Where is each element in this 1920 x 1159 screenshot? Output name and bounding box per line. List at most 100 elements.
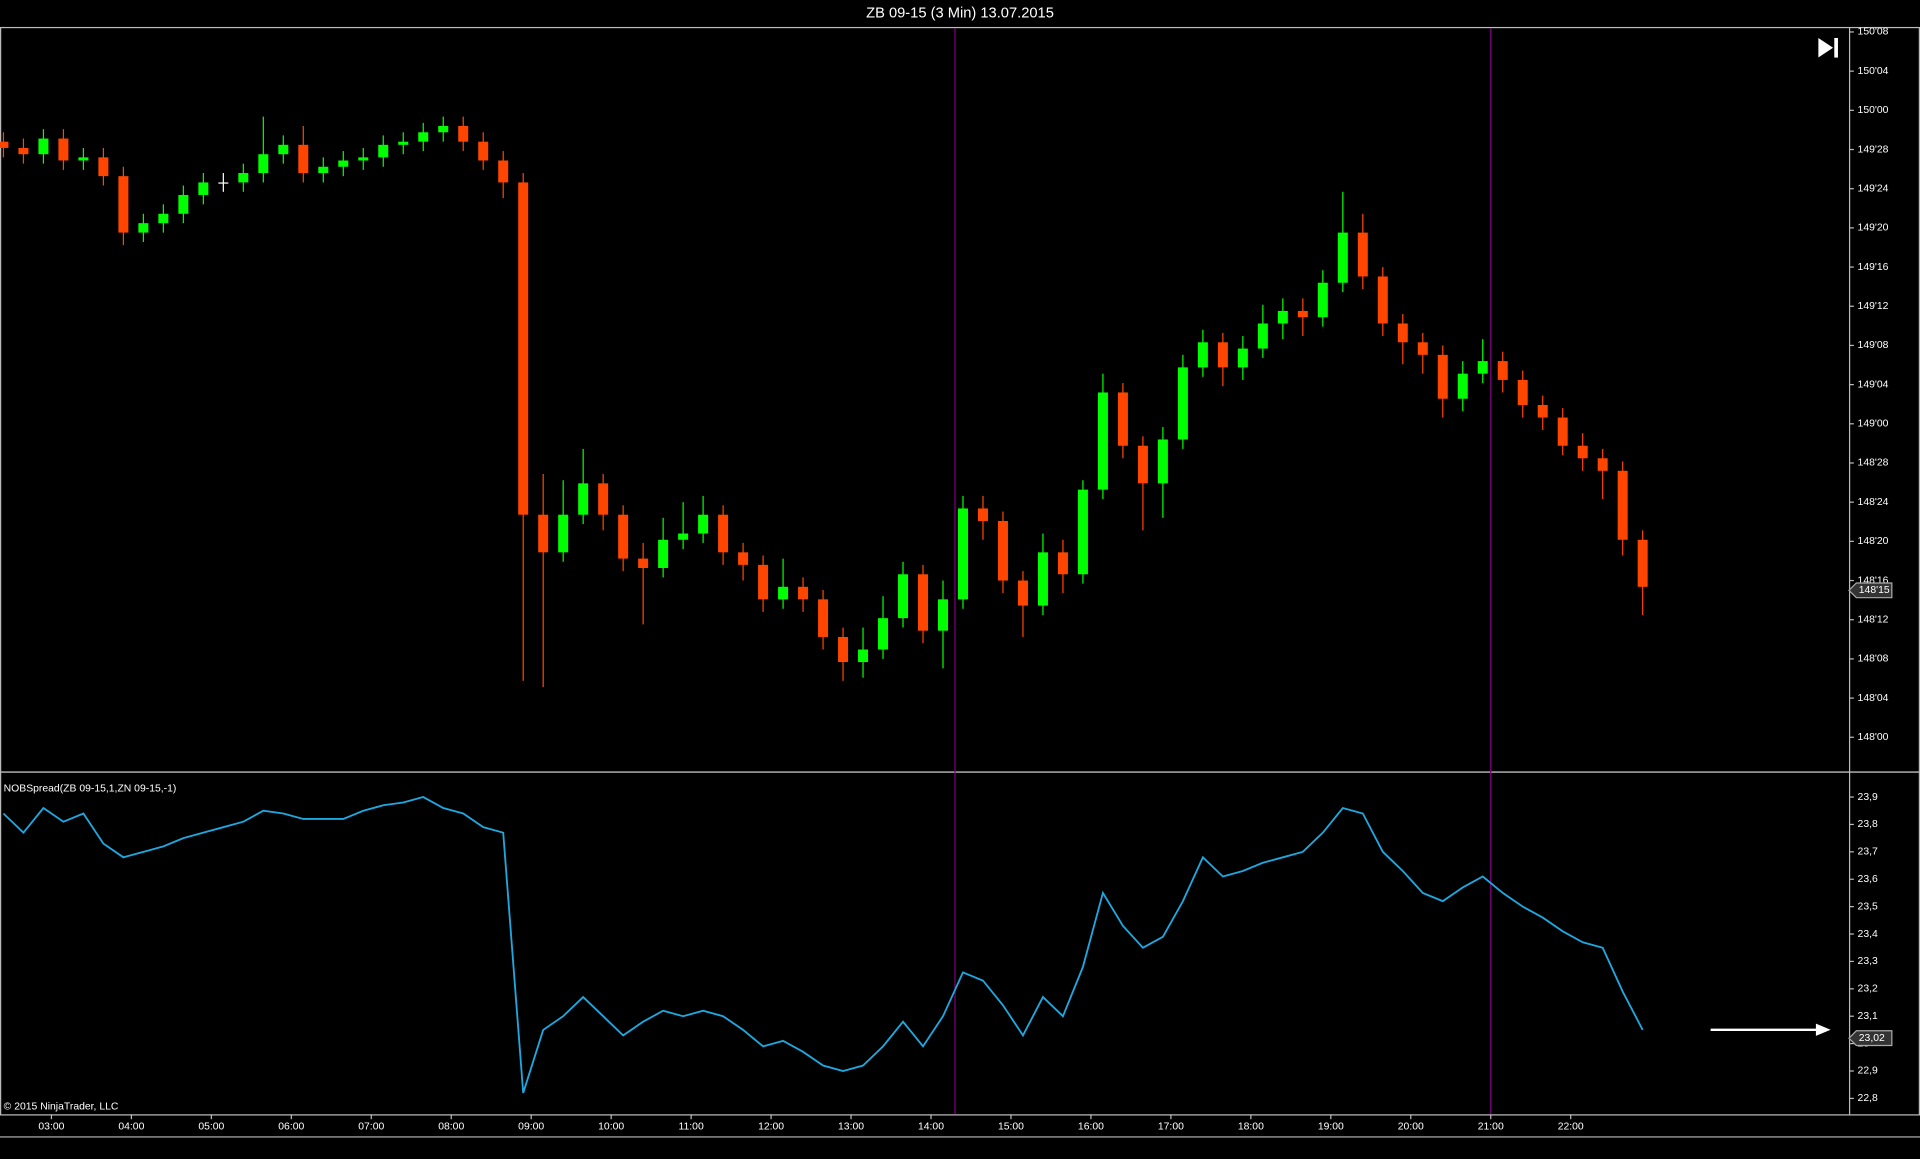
candle-body bbox=[498, 160, 509, 183]
candle-body bbox=[1497, 361, 1508, 380]
candle-body bbox=[1337, 232, 1348, 283]
y-tick-label: 148'08 bbox=[1858, 654, 1889, 665]
candle-body bbox=[218, 182, 229, 184]
x-tick-label: 08:00 bbox=[438, 1121, 464, 1132]
y-tick-label: 148'28 bbox=[1858, 458, 1889, 469]
y-tick-label: 23,9 bbox=[1858, 792, 1878, 803]
indicator-panel bbox=[0, 771, 1920, 1116]
last-value-marker: 148'15 bbox=[1848, 582, 1893, 599]
candle-body bbox=[1517, 379, 1528, 405]
candle-body bbox=[1617, 470, 1628, 540]
candle-body bbox=[1117, 392, 1128, 446]
play-icon-bar[interactable] bbox=[1834, 37, 1838, 58]
candle-body bbox=[1137, 445, 1148, 484]
x-tick-label: 10:00 bbox=[598, 1121, 624, 1132]
x-tick-label: 21:00 bbox=[1478, 1121, 1504, 1132]
candle-body bbox=[1157, 439, 1168, 484]
candle-body bbox=[1177, 367, 1188, 440]
play-icon[interactable] bbox=[1818, 37, 1834, 58]
candle-body bbox=[997, 520, 1008, 581]
candle-body bbox=[478, 141, 489, 161]
last-value-box bbox=[1848, 1030, 1893, 1047]
candle-body bbox=[458, 126, 469, 142]
candle-body bbox=[1437, 354, 1448, 399]
candle-body bbox=[1257, 323, 1268, 349]
y-tick-label: 23,2 bbox=[1858, 984, 1878, 995]
candle-body bbox=[198, 182, 209, 195]
scroll-to-end-button[interactable] bbox=[1818, 37, 1838, 58]
candle-body bbox=[418, 132, 429, 142]
y-tick-label: 22,8 bbox=[1858, 1093, 1878, 1104]
copyright: © 2015 NinjaTrader, LLC bbox=[4, 1102, 119, 1113]
candle-body bbox=[818, 599, 829, 637]
y-tick-label: 148'12 bbox=[1858, 614, 1889, 625]
y-tick-label: 150'04 bbox=[1858, 66, 1889, 77]
y-tick-label: 148'24 bbox=[1858, 497, 1889, 508]
candle-body bbox=[658, 539, 669, 568]
candle-body bbox=[238, 173, 249, 183]
candle-body bbox=[1197, 342, 1208, 368]
x-tick-label: 13:00 bbox=[838, 1121, 864, 1132]
y-tick-label: 149'04 bbox=[1858, 379, 1889, 390]
candle-body bbox=[558, 514, 569, 553]
arrow-head bbox=[1815, 1023, 1831, 1036]
candle-body bbox=[1557, 417, 1568, 446]
x-tick-label: 22:00 bbox=[1558, 1121, 1584, 1132]
x-tick-label: 20:00 bbox=[1398, 1121, 1424, 1132]
x-tick-label: 09:00 bbox=[518, 1121, 544, 1132]
candle-body bbox=[618, 514, 629, 559]
y-tick-label: 23,7 bbox=[1858, 847, 1878, 858]
candle-body bbox=[1237, 348, 1248, 368]
candle-body bbox=[1477, 361, 1488, 374]
candle-body bbox=[578, 483, 589, 515]
candle-body bbox=[638, 558, 649, 568]
candle-body bbox=[718, 514, 729, 553]
candle-body bbox=[1457, 373, 1468, 399]
candle-body bbox=[518, 182, 529, 515]
candle-body bbox=[1377, 276, 1388, 324]
y-tick-label: 23,5 bbox=[1858, 901, 1878, 912]
candle-body bbox=[1017, 580, 1028, 606]
last-value-box bbox=[1848, 582, 1893, 599]
candle-body bbox=[1057, 552, 1068, 575]
candle-body bbox=[1417, 342, 1428, 355]
y-tick-label: 150'00 bbox=[1858, 105, 1889, 116]
x-tick-label: 12:00 bbox=[758, 1121, 784, 1132]
chart-title: ZB 09-15 (3 Min) 13.07.2015 bbox=[866, 5, 1054, 21]
x-tick-label: 15:00 bbox=[998, 1121, 1024, 1132]
candle-body bbox=[1277, 310, 1288, 324]
candle-body bbox=[1077, 489, 1088, 575]
candle-body bbox=[938, 599, 948, 631]
candle-body bbox=[38, 138, 49, 155]
candle-body bbox=[338, 160, 349, 167]
y-tick-label: 23,4 bbox=[1858, 929, 1878, 940]
candle-body bbox=[18, 147, 29, 155]
candle-body bbox=[378, 144, 389, 158]
candle-body bbox=[1397, 323, 1408, 343]
x-tick-label: 18:00 bbox=[1238, 1121, 1264, 1132]
x-tick-label: 17:00 bbox=[1158, 1121, 1184, 1132]
y-tick-label: 23,6 bbox=[1858, 874, 1878, 885]
candle-body bbox=[98, 157, 109, 177]
candle-body bbox=[898, 574, 909, 619]
y-tick-label: 148'16 bbox=[1858, 575, 1889, 586]
candle-body bbox=[858, 649, 869, 663]
candle-body bbox=[1317, 282, 1328, 318]
candle-body bbox=[738, 552, 749, 565]
candle-body bbox=[58, 138, 69, 161]
candle-body bbox=[1357, 232, 1368, 277]
candle-body bbox=[258, 154, 269, 174]
y-tick-label: 148'04 bbox=[1858, 693, 1889, 704]
y-tick-label: 149'08 bbox=[1858, 340, 1889, 351]
x-tick-label: 05:00 bbox=[198, 1121, 224, 1132]
candle-body bbox=[118, 176, 129, 233]
y-tick-label: 149'00 bbox=[1858, 419, 1889, 430]
x-tick-label: 14:00 bbox=[918, 1121, 944, 1132]
candle-body bbox=[138, 223, 149, 233]
candle-body bbox=[278, 144, 289, 155]
y-tick-label: 23,8 bbox=[1858, 819, 1878, 830]
candle-body bbox=[1297, 310, 1308, 318]
candle-body bbox=[698, 514, 709, 534]
candle-body bbox=[178, 194, 189, 214]
